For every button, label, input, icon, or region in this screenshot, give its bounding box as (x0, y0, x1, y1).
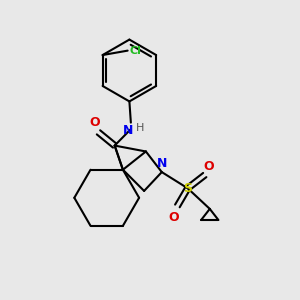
Text: O: O (89, 116, 100, 129)
Text: O: O (169, 211, 179, 224)
Text: S: S (183, 182, 192, 195)
Text: H: H (136, 123, 144, 133)
Text: Cl: Cl (130, 46, 142, 56)
Text: N: N (123, 124, 134, 137)
Text: N: N (157, 157, 167, 170)
Text: O: O (204, 160, 214, 173)
